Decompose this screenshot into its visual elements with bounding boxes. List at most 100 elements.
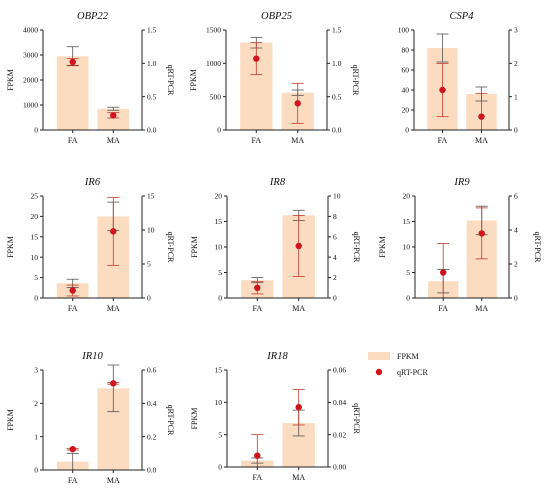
left-tick-label: 0: [34, 126, 38, 135]
qpcr-point-fa: [440, 269, 447, 276]
left-tick-label: 5: [218, 268, 222, 277]
x-category-label: MA: [292, 473, 305, 482]
left-tick-label: 80: [402, 46, 410, 55]
left-tick-label: 15: [215, 366, 223, 375]
left-tick-label: 2000: [23, 76, 38, 85]
right-tick-label: 0.04: [333, 398, 346, 407]
x-category-label: FA: [438, 304, 448, 313]
left-tick-label: 0: [406, 294, 410, 303]
right-tick-label: 8: [333, 212, 337, 221]
right-tick-label: 4: [514, 226, 518, 235]
right-tick-label: 0: [147, 294, 151, 303]
chart-panel-ir8: IR8 0 5 10 15 20 0 2 4 6 8 10 FA MA FPKM qRT-PCR: [190, 177, 361, 313]
left-tick-label: 100: [398, 26, 410, 35]
qpcr-point-fa: [69, 58, 76, 66]
right-axis-title: qRT-PCR: [166, 65, 175, 96]
right-axis-title: qRT-PCR: [351, 65, 360, 96]
left-tick-label: 0: [217, 126, 221, 135]
right-tick-label: 1.0: [332, 59, 342, 68]
x-category-label: MA: [291, 136, 304, 145]
right-tick-label: 0: [514, 294, 518, 303]
left-axis-title: FPKM: [6, 409, 15, 431]
x-category-label: FA: [68, 304, 78, 313]
chart-panel-ir9: IR9 0 5 10 15 20 0 2 4 6 FA MA FPKM qRT-PCR: [378, 177, 542, 313]
panel-title: CSP4: [450, 11, 475, 22]
left-tick-label: 25: [31, 192, 39, 201]
right-tick-label: 5: [147, 260, 151, 269]
x-category-label: MA: [107, 476, 120, 485]
panel-title: IR10: [81, 351, 103, 362]
left-axis-title: FPKM: [190, 236, 199, 258]
right-tick-label: 0.5: [332, 92, 342, 101]
left-tick-label: 5: [406, 268, 410, 277]
qpcr-point-ma: [295, 403, 302, 411]
right-tick-label: 3: [514, 26, 518, 35]
left-tick-label: 40: [402, 86, 410, 95]
legend-qpcr-label: qRT-PCR: [397, 368, 428, 377]
left-axis-title: FPKM: [189, 69, 198, 91]
left-tick-label: 3: [34, 366, 38, 375]
x-category-label: FA: [252, 304, 262, 313]
right-tick-label: 6: [333, 232, 337, 241]
right-tick-label: 10: [147, 226, 155, 235]
left-tick-label: 15: [215, 217, 223, 226]
right-tick-label: 0.0: [147, 126, 157, 135]
right-axis-title: qRT-PCR: [352, 232, 361, 263]
right-tick-label: 1: [514, 92, 518, 101]
x-category-label: FA: [68, 136, 78, 145]
right-tick-label: 1.5: [147, 26, 157, 35]
right-tick-label: 10: [333, 192, 341, 201]
chart-panel-ir18: IR18 0 5 10 15 0.00 0.02 0.04 0.06 FA MA FPKM qRT-PC…: [190, 351, 361, 482]
left-tick-label: 0: [34, 466, 38, 475]
right-tick-label: 0.02: [333, 430, 346, 439]
left-tick-label: 60: [402, 66, 410, 75]
x-category-label: FA: [68, 476, 78, 485]
qpcr-point-ma: [478, 113, 485, 120]
panel-title: IR9: [453, 177, 470, 188]
left-tick-label: 10: [31, 253, 39, 262]
left-tick-label: 10: [215, 243, 223, 252]
x-category-label: MA: [475, 304, 488, 313]
right-tick-label: 0.0: [147, 466, 157, 475]
left-tick-label: 20: [215, 192, 223, 201]
chart-panel-obp22: OBP22 0 1000 2000 3000 4000 0.0 0.5 1.0 1.5 FA MA FP…: [6, 11, 175, 145]
left-tick-label: 5: [218, 430, 222, 439]
right-tick-label: 1.5: [332, 26, 342, 35]
x-category-label: FA: [438, 136, 448, 145]
panel-title: IR8: [269, 177, 286, 188]
right-tick-label: 0: [514, 126, 518, 135]
fpkm-bar-ma: [97, 108, 130, 130]
left-tick-label: 0: [218, 294, 222, 303]
right-axis-title: qRT-PCR: [533, 232, 542, 263]
x-category-label: MA: [107, 304, 120, 313]
right-tick-label: 1.0: [147, 59, 157, 68]
right-tick-label: 2: [514, 59, 518, 68]
panel-title: OBP25: [261, 11, 292, 22]
right-axis-title: qRT-PCR: [166, 405, 175, 436]
left-tick-label: 20: [31, 212, 39, 221]
panel-title: OBP22: [77, 11, 109, 22]
right-axis-title: qRT-PCR: [352, 403, 361, 434]
chart-panel-csp4: CSP4 0 20 40 60 80 100 0 1 2 3 FA MA: [398, 11, 518, 145]
right-tick-label: 15: [147, 192, 155, 201]
legend-qpcr-marker: [375, 368, 383, 376]
x-category-label: MA: [107, 136, 120, 145]
left-axis-title: FPKM: [6, 69, 15, 91]
chart-panel-obp25: OBP25 0 500 1000 1500 0.0 0.5 1.0 1.5 FA MA FPKM qRT…: [189, 11, 360, 145]
legend-fpkm-label: FPKM: [397, 352, 419, 361]
left-tick-label: 1000: [206, 59, 221, 68]
qpcr-point-fa: [439, 86, 446, 94]
left-tick-label: 20: [402, 106, 410, 115]
qpcr-point-ma: [478, 230, 485, 237]
x-category-label: MA: [475, 136, 488, 145]
left-tick-label: 500: [210, 92, 222, 101]
right-tick-label: 2: [333, 273, 337, 282]
x-category-label: MA: [292, 304, 305, 313]
left-axis-title: FPKM: [6, 236, 15, 258]
left-tick-label: 10: [215, 398, 223, 407]
left-tick-label: 1000: [23, 101, 38, 110]
right-tick-label: 0.5: [147, 92, 157, 101]
left-tick-label: 15: [403, 217, 411, 226]
left-tick-label: 4000: [23, 26, 38, 35]
left-tick-label: 5: [34, 273, 38, 282]
